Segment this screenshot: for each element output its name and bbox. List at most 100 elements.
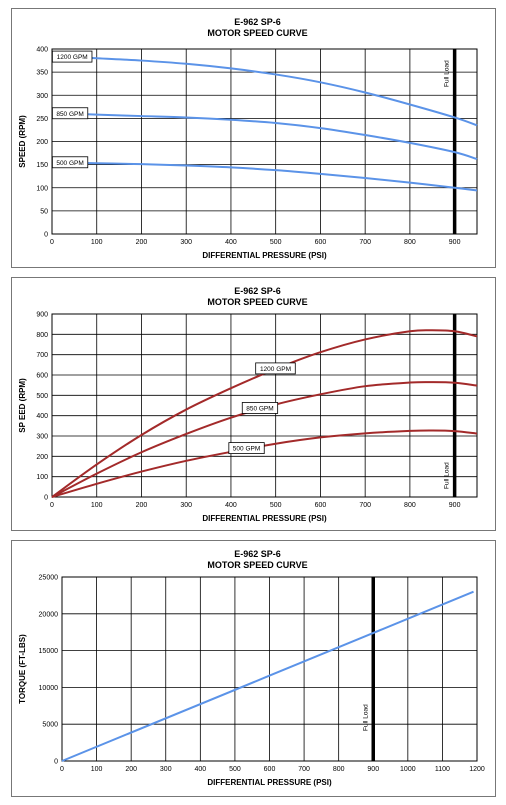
y-tick-label: 400 <box>36 47 48 54</box>
x-tick-label: 600 <box>315 502 327 509</box>
x-tick-label: 300 <box>160 766 172 773</box>
y-tick-label: 200 <box>36 454 48 461</box>
series-label-box <box>51 156 89 169</box>
y-tick-label: 600 <box>36 373 48 380</box>
series-label-box <box>228 442 265 455</box>
y-tick-label: 50 <box>40 208 48 215</box>
y-tick-label: 100 <box>36 185 48 192</box>
series-line-1 <box>61 590 474 762</box>
x-axis-label: DIFFERENTIAL PRESSURE (PSI) <box>202 251 327 260</box>
y-tick-label: 15000 <box>39 648 59 655</box>
chart-title: E-962 SP-6 <box>234 549 281 559</box>
x-tick-label: 700 <box>359 502 371 509</box>
series-line-1 <box>51 329 478 498</box>
series-label: 1200 GPM <box>57 54 88 61</box>
x-tick-label: 700 <box>298 766 310 773</box>
x-tick-label: 1100 <box>435 766 450 773</box>
x-tick-label: 300 <box>180 502 192 509</box>
x-tick-label: 100 <box>91 502 103 509</box>
x-axis-label: DIFFERENTIAL PRESSURE (PSI) <box>202 514 327 523</box>
series-label-box <box>241 402 279 414</box>
y-tick-label: 0 <box>44 232 48 239</box>
y-tick-label: 300 <box>36 93 48 100</box>
series-label: 850 GPM <box>246 405 273 412</box>
series-line-2 <box>51 381 478 498</box>
x-tick-label: 0 <box>50 502 54 509</box>
full-load-label: Full Load <box>444 462 451 489</box>
x-tick-label: 1200 <box>469 766 485 773</box>
x-tick-label: 100 <box>91 766 103 773</box>
series-line-3 <box>51 161 478 192</box>
y-tick-label: 800 <box>36 332 48 339</box>
chart-subtitle: MOTOR SPEED CURVE <box>207 297 307 307</box>
full-load-label: Full Load <box>362 704 369 731</box>
x-tick-label: 0 <box>50 239 54 246</box>
chart-panel-1: E-962 SP-6 MOTOR SPEED CURVE 0 100 200 300 400… <box>11 8 496 268</box>
y-tick-label: 100 <box>36 474 48 481</box>
x-tick-label: 500 <box>270 502 282 509</box>
y-tick-label: 5000 <box>42 722 58 729</box>
x-tick-label: 600 <box>264 766 276 773</box>
y-axis-label: SP EED (RPM) <box>18 378 27 433</box>
x-tick-label: 400 <box>194 766 206 773</box>
x-tick-label: 800 <box>404 502 416 509</box>
series-line-1 <box>51 54 478 127</box>
y-tick-label: 20000 <box>39 611 59 618</box>
x-tick-label: 900 <box>449 239 461 246</box>
x-tick-label: 200 <box>125 766 137 773</box>
y-tick-label: 200 <box>36 139 48 146</box>
plot-area <box>51 313 478 498</box>
full-load-label: Full Load <box>444 60 451 87</box>
y-tick-label: 700 <box>36 352 48 359</box>
y-tick-label: 300 <box>36 434 48 441</box>
y-tick-label: 400 <box>36 413 48 420</box>
x-tick-label: 500 <box>229 766 241 773</box>
x-tick-label: 400 <box>225 239 237 246</box>
plot-area <box>61 576 478 762</box>
x-tick-label: 1000 <box>400 766 416 773</box>
series-label-box <box>51 50 93 63</box>
chart-panel-3: E-962 SP-6 MOTOR SPEED CURVE 0 100 200 300 400… <box>11 540 496 797</box>
y-axis-label: SPEED (RPM) <box>18 115 27 168</box>
x-tick-label: 100 <box>91 239 103 246</box>
x-tick-label: 900 <box>367 766 379 773</box>
x-tick-label: 700 <box>359 239 371 246</box>
x-tick-label: 200 <box>136 239 148 246</box>
y-tick-label: 0 <box>54 759 58 766</box>
series-label: 1200 GPM <box>260 366 291 373</box>
y-tick-label: 25000 <box>39 575 59 582</box>
x-tick-label: 800 <box>404 239 416 246</box>
chart-title: E-962 SP-6 <box>234 286 281 296</box>
y-tick-label: 500 <box>36 393 48 400</box>
x-tick-label: 500 <box>270 239 282 246</box>
plot-area <box>51 48 478 235</box>
chart-title: E-962 SP-6 <box>234 17 281 27</box>
y-tick-label: 0 <box>44 495 48 502</box>
chart-subtitle: MOTOR SPEED CURVE <box>207 28 307 38</box>
series-label: 500 GPM <box>233 446 260 453</box>
y-tick-label: 150 <box>36 162 48 169</box>
x-tick-label: 300 <box>180 239 192 246</box>
x-tick-label: 0 <box>60 766 64 773</box>
chart-panel-2: E-962 SP-6 MOTOR SPEED CURVE 0 100 200 300 400… <box>11 277 496 531</box>
series-label: 850 GPM <box>56 111 83 118</box>
x-axis-label: DIFFERENTIAL PRESSURE (PSI) <box>207 778 332 787</box>
y-tick-label: 900 <box>36 312 48 319</box>
series-label-box <box>51 107 89 120</box>
series-line-2 <box>51 111 478 161</box>
chart-subtitle: MOTOR SPEED CURVE <box>207 560 307 570</box>
x-tick-label: 600 <box>315 239 327 246</box>
series-line-3 <box>51 429 478 498</box>
series-label: 500 GPM <box>56 160 83 167</box>
y-axis-label: TORQUE (FT-LBS) <box>18 634 27 704</box>
x-tick-label: 800 <box>333 766 345 773</box>
y-tick-label: 10000 <box>39 685 59 692</box>
x-tick-label: 400 <box>225 502 237 509</box>
x-tick-label: 900 <box>449 502 461 509</box>
series-label-box <box>255 362 296 375</box>
y-tick-label: 250 <box>36 116 48 123</box>
x-tick-label: 200 <box>136 502 148 509</box>
